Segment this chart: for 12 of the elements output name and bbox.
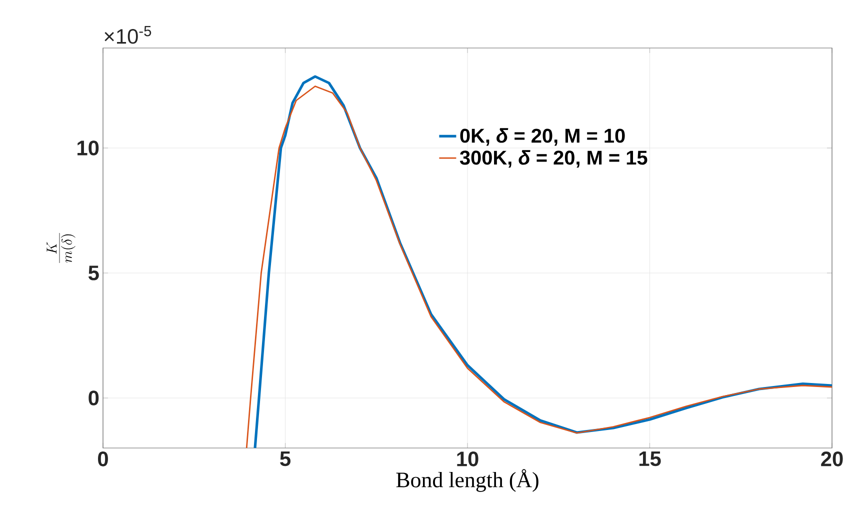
legend-label: 300K, δ = 20, M = 15 bbox=[460, 150, 648, 168]
x-axis-title: Bond length (Å) bbox=[396, 469, 538, 492]
x-tick-label: 15 bbox=[639, 452, 661, 466]
x-tick-label: 5 bbox=[280, 452, 290, 466]
y-tick-label: 5 bbox=[88, 266, 99, 280]
x-tick-label: 10 bbox=[457, 452, 478, 466]
y-tick-label: 0 bbox=[88, 390, 99, 406]
legend-label: 0K, δ = 20, M = 10 bbox=[460, 128, 625, 146]
text: ×10$^{-5}$ bbox=[104, 26, 152, 44]
y-axis-title: $\frac{K}{m(\delta)}$ bbox=[46, 233, 76, 263]
y-tick-label: 10 bbox=[78, 140, 99, 156]
x-tick-label: 20 bbox=[821, 452, 843, 466]
